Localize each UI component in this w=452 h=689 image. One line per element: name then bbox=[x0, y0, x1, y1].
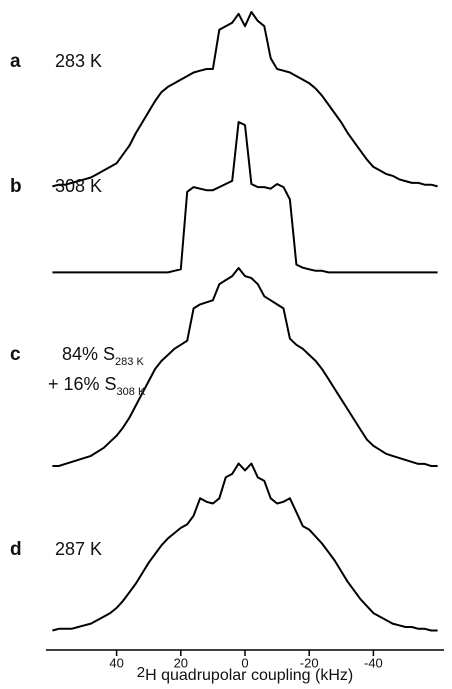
x-tick-label: -40 bbox=[364, 655, 383, 670]
spectrum-line bbox=[52, 267, 438, 467]
spectrum-line bbox=[52, 462, 438, 632]
label-subscript: 308 K bbox=[117, 386, 146, 398]
spectrum-line bbox=[52, 11, 438, 188]
panel-label: + 16% S bbox=[48, 374, 117, 394]
panel-label: 84% S bbox=[62, 344, 115, 364]
x-tick-label: -20 bbox=[300, 655, 319, 670]
x-axis-label: H quadrupolar coupling (kHz) bbox=[145, 667, 353, 684]
x-tick-label: 0 bbox=[241, 655, 248, 670]
panel-letter: b bbox=[10, 176, 22, 197]
x-axis-label-superscript: 2 bbox=[137, 664, 145, 681]
x-tick-label: 40 bbox=[109, 655, 123, 670]
panel-letter: d bbox=[10, 539, 22, 560]
x-tick-label: 20 bbox=[174, 655, 188, 670]
label-subscript: 283 K bbox=[115, 356, 144, 368]
panel-letter: a bbox=[10, 51, 21, 72]
panel-label: 287 K bbox=[55, 539, 102, 559]
panel-label: 308 K bbox=[55, 176, 102, 196]
spectrum-line bbox=[52, 121, 438, 274]
panel-label: 283 K bbox=[55, 51, 102, 71]
panel-letter: c bbox=[10, 344, 21, 365]
